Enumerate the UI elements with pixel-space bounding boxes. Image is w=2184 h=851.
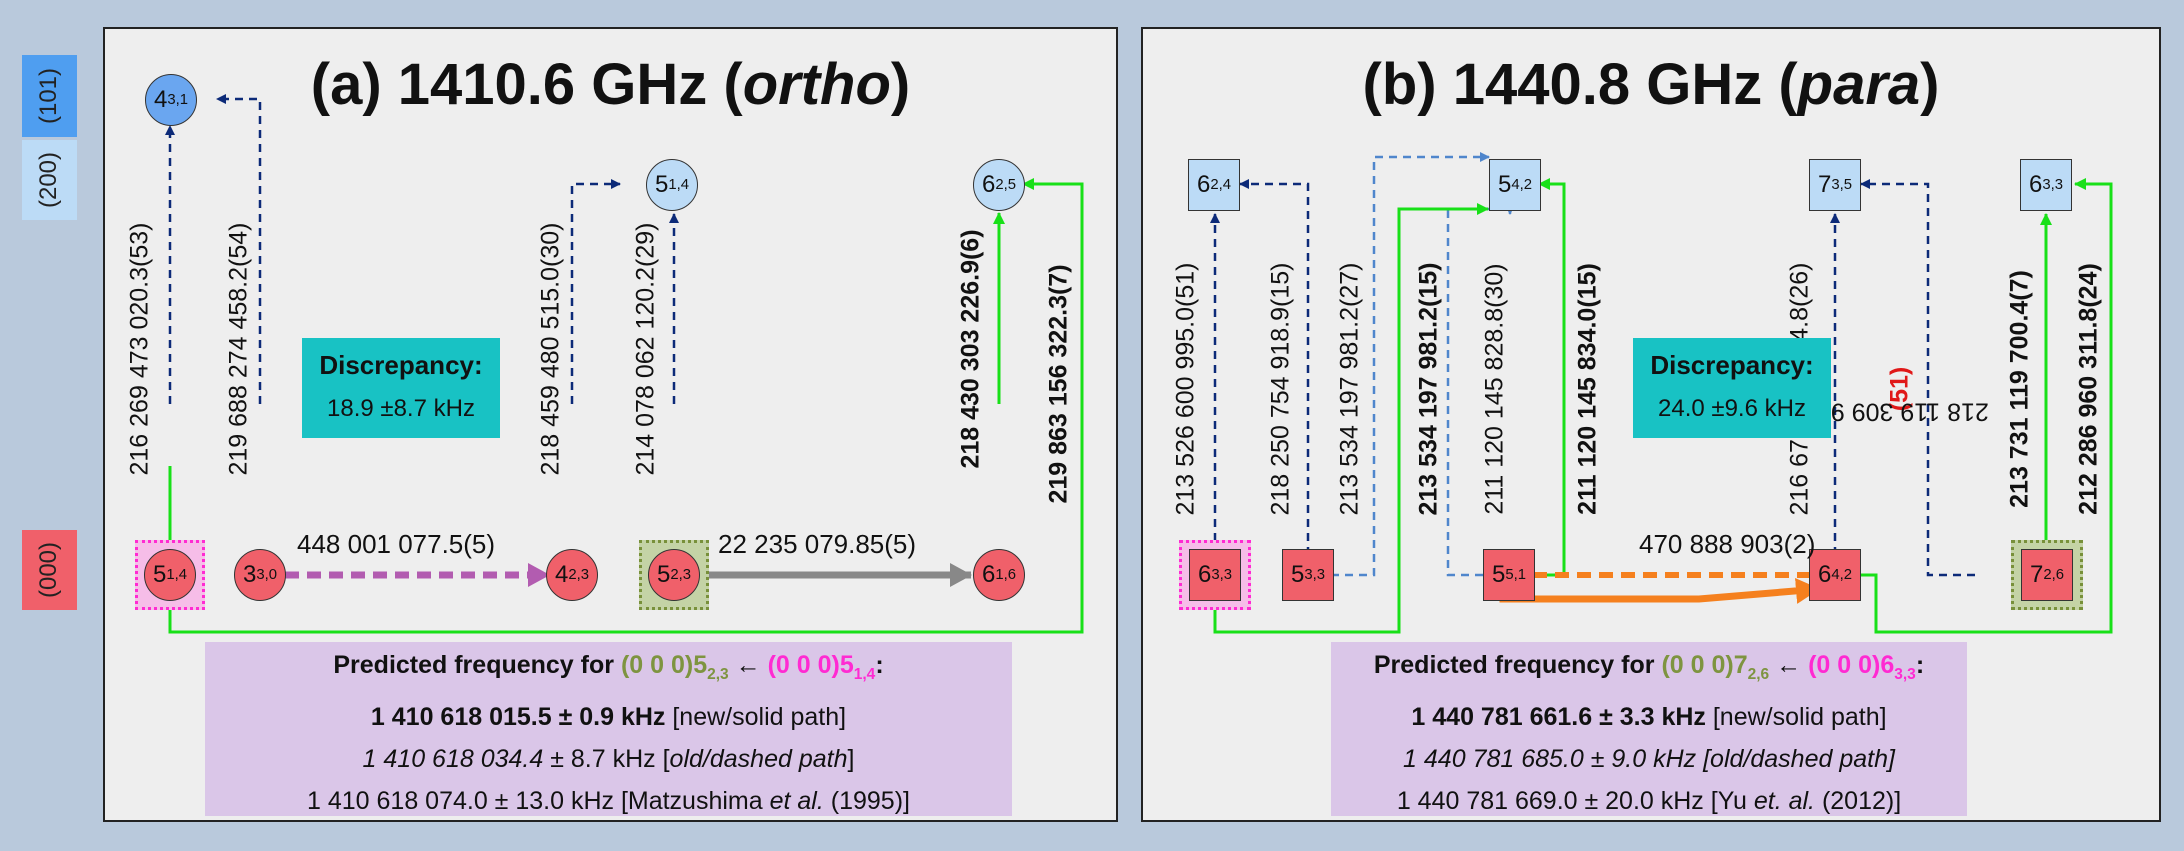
edge-330-431 xyxy=(216,94,262,404)
level-5-33: 5 3,3 xyxy=(1282,549,1334,601)
discrepancy-box: Discrepancy: 18.9 ±8.7 kHz xyxy=(302,338,500,438)
edge-551-642 xyxy=(1499,577,1820,604)
discrepancy-title: Discrepancy: xyxy=(319,350,483,380)
predicted-old: 1 410 618 034.4 ± 8.7 kHz [old/dashed pa… xyxy=(362,745,855,773)
edge-533-542 xyxy=(1331,152,1490,577)
level-6-33: 6 3,3 xyxy=(1189,549,1241,601)
predicted-new: 1 440 781 661.6 ± 3.3 kHz [new/solid pat… xyxy=(1411,703,1887,731)
level-6-33-excited: 6 3,3 xyxy=(2020,159,2072,211)
level-6-16: 6 1,6 xyxy=(973,549,1025,601)
edge-423-514 xyxy=(570,179,621,404)
level-4-23: 4 2,3 xyxy=(546,549,598,601)
level-5-51: 5 5,1 xyxy=(1483,549,1535,601)
predicted-literature: 1 410 618 074.0 ± 13.0 kHz [Matzushima e… xyxy=(307,787,910,815)
predicted-old: 1 440 781 685.0 ± 9.0 kHz [old/dashed pa… xyxy=(1403,745,1895,773)
panel-b-title: (b) 1440.8 GHz (para) xyxy=(1362,52,1940,117)
predicted-literature: 1 440 781 669.0 ± 20.0 kHz [Yu et. al. (… xyxy=(1396,787,1902,815)
level-7-35: 7 3,5 xyxy=(1809,159,1861,211)
legend-200-label: (200) xyxy=(35,151,63,209)
legend-000-label: (000) xyxy=(35,541,63,599)
level-7-26: 7 2,6 xyxy=(2021,549,2073,601)
predicted-heading: Predicted frequency for (0 0 0)52,3 ← (0… xyxy=(333,651,884,683)
discrepancy-value: 24.0 ±9.6 kHz xyxy=(1658,395,1806,422)
panel-b: (b) 1440.8 GHz (para) 6 2,4 5 xyxy=(1141,27,2161,822)
edge-533-624 xyxy=(1239,179,1310,569)
discrepancy-value: 18.9 ±8.7 kHz xyxy=(327,395,475,422)
legend-200: (200) xyxy=(22,140,77,220)
transition-label: 470 888 903(2) xyxy=(1639,529,1816,559)
predicted-frequency-box: Predicted frequency for (0 0 0)52,3 ← (0… xyxy=(205,642,1012,816)
edge-642-726-green xyxy=(1860,178,2113,634)
level-4-31: 4 3,1 xyxy=(145,74,197,126)
panel-a-title: (a) 1410.6 GHz (ortho) xyxy=(310,52,911,117)
legend-101-label: (101) xyxy=(35,67,63,125)
transition-label: 448 001 077.5(5) xyxy=(297,529,496,559)
legend-101: (101) xyxy=(22,55,77,137)
transition-label: 22 235 079.85(5) xyxy=(718,529,917,559)
predicted-heading: Predicted frequency for (0 0 0)72,6 ← (0… xyxy=(1373,651,1925,683)
level-6-25: 6 2,5 xyxy=(973,159,1025,211)
edge-633-542 xyxy=(1213,203,1489,634)
discrepancy-box: Discrepancy: 24.0 ±9.6 kHz xyxy=(1633,338,1831,438)
level-6-24: 6 2,4 xyxy=(1188,159,1240,211)
level-5-14-excited: 5 1,4 xyxy=(646,159,698,211)
level-5-42: 5 4,2 xyxy=(1489,159,1541,211)
edge-726-735 xyxy=(1860,179,1975,577)
level-5-14: 5 1,4 xyxy=(144,549,196,601)
edge-551-542-solid xyxy=(1509,178,1566,577)
discrepancy-title: Discrepancy: xyxy=(1650,350,1814,380)
legend-000: (000) xyxy=(22,530,77,610)
level-6-42: 6 4,2 xyxy=(1809,549,1861,601)
level-3-30: 3 3,0 xyxy=(234,549,286,601)
predicted-frequency-box: Predicted frequency for (0 0 0)72,6 ← (0… xyxy=(1331,642,1967,816)
level-5-23: 5 2,3 xyxy=(648,549,700,601)
predicted-new: 1 410 618 015.5 ± 0.9 kHz [new/solid pat… xyxy=(370,703,847,731)
